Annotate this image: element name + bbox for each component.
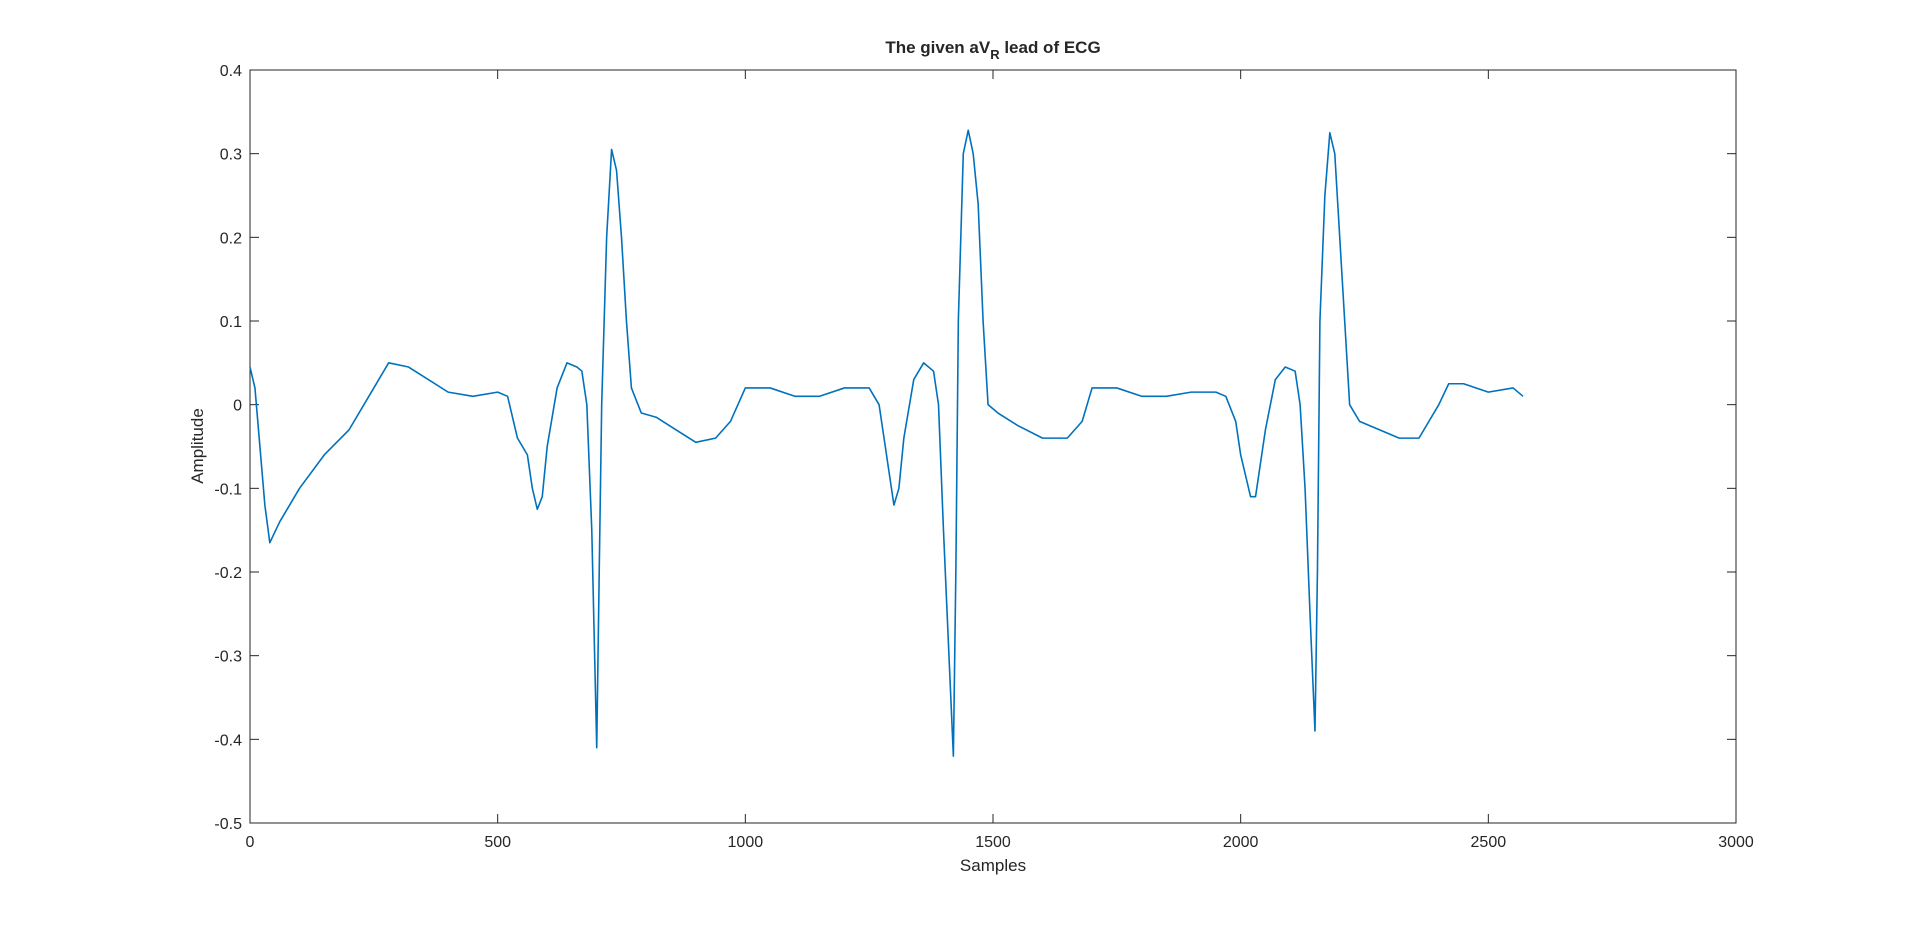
x-tick-label: 3000 (1718, 834, 1754, 851)
y-tick-label: -0.3 (214, 649, 242, 666)
y-tick-label: 0.1 (220, 314, 242, 331)
ecg-line (249, 129, 1524, 757)
chart-title: The given aVR lead of ECG (885, 38, 1100, 62)
title-part: The given aV (885, 38, 991, 57)
y-tick-label: 0.4 (220, 63, 242, 80)
y-axis-label: Amplitude (188, 408, 207, 484)
y-tick-label: -0.5 (214, 816, 242, 833)
x-tick-label: 2000 (1223, 834, 1259, 851)
x-tick-label: 1500 (975, 834, 1011, 851)
y-tick-label: -0.2 (214, 565, 242, 582)
y-tick-label: 0 (233, 398, 242, 415)
y-tick-label: -0.1 (214, 481, 242, 498)
title-subscript: R (990, 47, 1000, 62)
y-tick-label: -0.4 (214, 732, 242, 749)
x-tick-label: 1000 (728, 834, 764, 851)
title-part: lead of ECG (1000, 38, 1101, 57)
plot-frame (249, 69, 1737, 824)
x-tick-label: 2500 (1471, 834, 1507, 851)
x-tick-label: 0 (246, 834, 255, 851)
x-tick-label: 500 (484, 834, 511, 851)
x-axis-label: Samples (960, 856, 1026, 875)
y-tick-label: 0.3 (220, 147, 242, 164)
y-tick-label: 0.2 (220, 230, 242, 247)
